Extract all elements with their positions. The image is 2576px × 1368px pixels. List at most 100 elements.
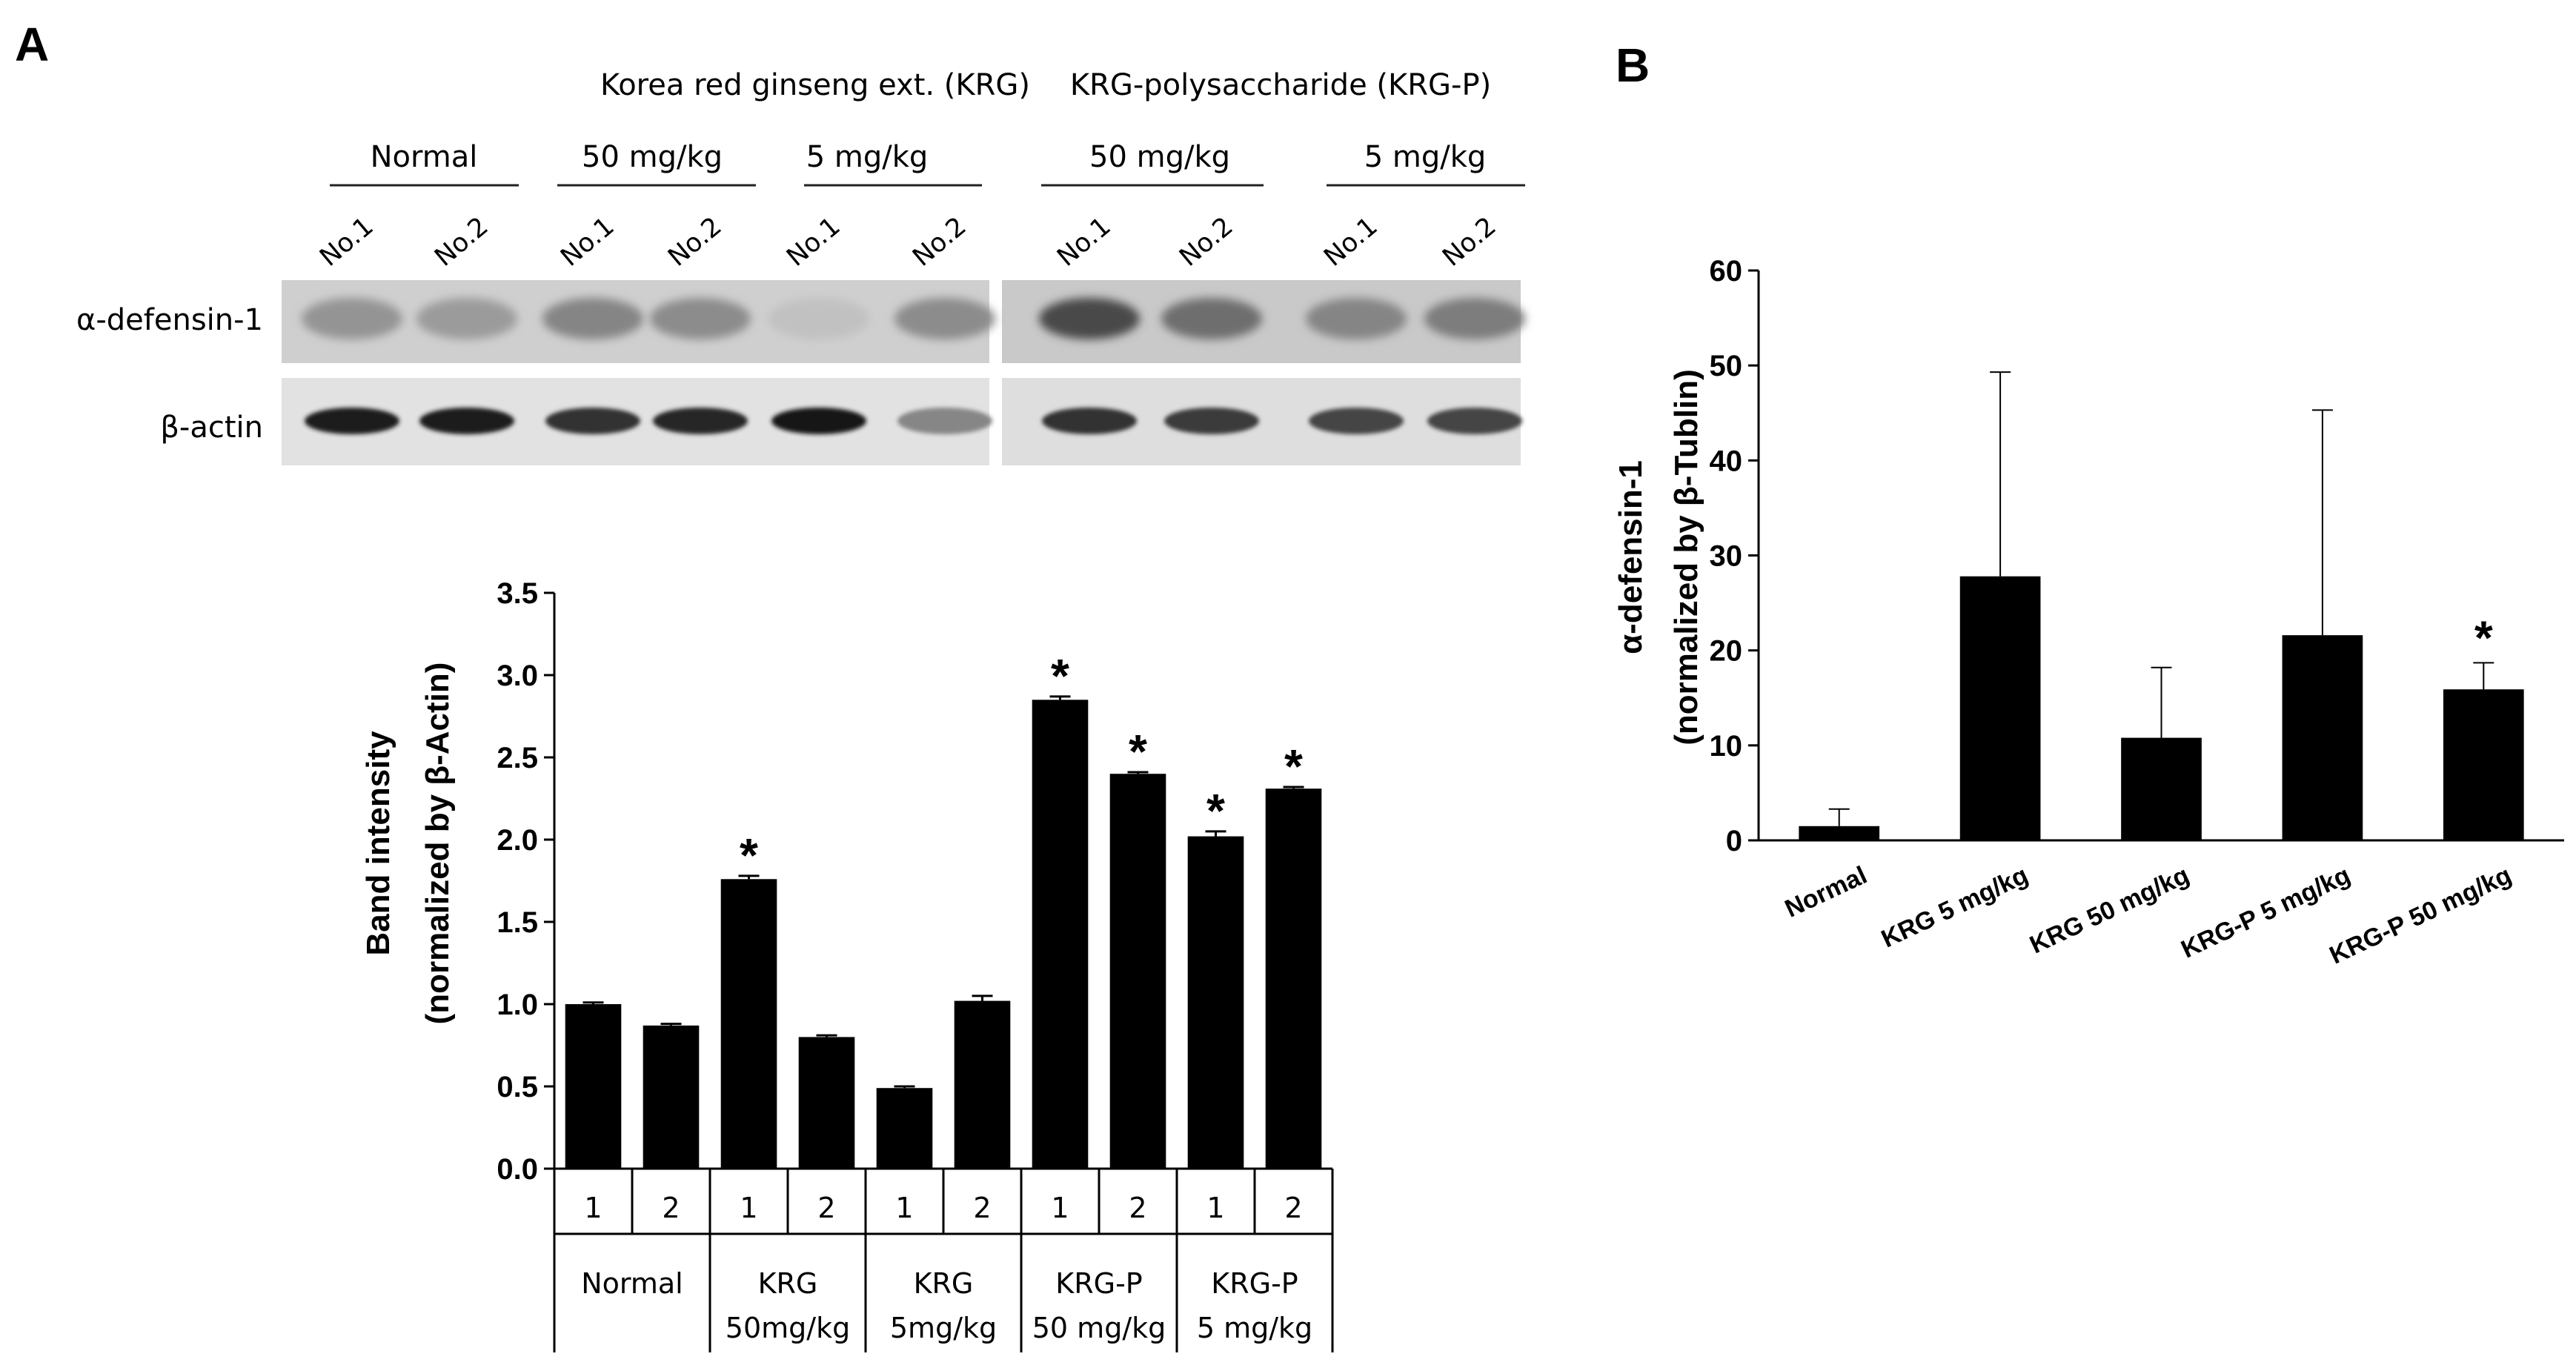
chart-a-bar bbox=[798, 1037, 855, 1169]
chart-a-significance-star: * bbox=[1051, 649, 1069, 703]
chart-a-bar bbox=[1109, 774, 1166, 1169]
chart-a-ylabel-line1: Band intensity bbox=[360, 731, 396, 956]
chart-a-group-label: KRG-P bbox=[1055, 1267, 1142, 1300]
chart-a-sub-label: 2 bbox=[662, 1192, 680, 1224]
chart-a-significance-star: * bbox=[1284, 740, 1303, 793]
blot-lane-label: No.1 bbox=[1318, 211, 1383, 272]
blot-lane-labels: No.1 No.2 No.1 No.2 No.1 No.2 No.1 No.2 No.1 No.2 bbox=[314, 211, 1501, 272]
chart-b-category-label: KRG 5 mg/kg bbox=[1877, 861, 2033, 954]
chart-a-y-tick-label: 2.0 bbox=[497, 824, 538, 857]
chart-a-y-tick-label: 2.5 bbox=[497, 742, 538, 774]
chart-a-group-label: KRG bbox=[758, 1267, 818, 1300]
chart-b-ylabel-line2: (normalized by β-Tublin) bbox=[1668, 369, 1704, 746]
western-blot: Korea red ginseng ext. (KRG) KRG-polysac… bbox=[76, 68, 1525, 465]
chart-a-sub-label: 2 bbox=[1284, 1192, 1302, 1224]
chart-a-labels: 0.0 0.5 1.0 1.5 2.0 2.5 3.0 3.5 1 2 * 1 2 1 2 * 1 * 2 * 1 * 2 N… bbox=[497, 577, 1312, 1344]
chart-b-y-tick-label: 0 bbox=[1726, 825, 1742, 857]
chart-a-bar bbox=[876, 1088, 933, 1169]
chart-b-y-tick-label: 30 bbox=[1710, 540, 1743, 573]
blot-band-actin bbox=[653, 408, 748, 434]
chart-b-y-tick-label: 40 bbox=[1710, 445, 1743, 477]
blot-band-defensin bbox=[1306, 298, 1407, 339]
blot-band-defensin bbox=[302, 298, 402, 339]
blot-row-actin-label: β-actin bbox=[160, 411, 263, 445]
blot-lane-label: No.2 bbox=[429, 211, 494, 272]
blot-lane-label: No.2 bbox=[907, 211, 972, 272]
blot-lane-label: No.1 bbox=[781, 211, 846, 272]
chart-b-category-label: KRG-P 50 mg/kg bbox=[2326, 861, 2516, 970]
chart-a-y-tick-label: 0.5 bbox=[497, 1071, 538, 1103]
blot-dose-label: 50 mg/kg bbox=[1089, 140, 1230, 174]
blot-lane-label: No.1 bbox=[555, 211, 620, 272]
blot-band-actin bbox=[771, 408, 866, 434]
blot-lane-label: No.2 bbox=[663, 211, 727, 272]
chart-b-bar bbox=[2443, 689, 2524, 840]
chart-a-significance-star: * bbox=[1206, 784, 1225, 837]
blot-band-defensin bbox=[894, 298, 995, 339]
chart-a-ylabel-line2: (normalized by β-Actin) bbox=[419, 663, 456, 1025]
blot-band-actin bbox=[419, 408, 514, 434]
blot-band-defensin bbox=[416, 298, 517, 339]
chart-a-group-dose-label: 5 mg/kg bbox=[1197, 1312, 1312, 1344]
chart-a-significance-star: * bbox=[1129, 725, 1147, 778]
chart-a-bar bbox=[1187, 836, 1244, 1169]
chart-b-ylabel-line1: α-defensin-1 bbox=[1613, 460, 1649, 654]
blot-band-defensin bbox=[542, 298, 643, 339]
blot-dose-label: 5 mg/kg bbox=[1364, 140, 1487, 174]
chart-a-group-label: Normal bbox=[581, 1267, 683, 1300]
blot-group-krgp-label: KRG-polysaccharide (KRG-P) bbox=[1070, 68, 1491, 102]
chart-a-significance-star: * bbox=[740, 829, 758, 882]
blot-band-defensin bbox=[1039, 298, 1140, 339]
chart-a-y-tick-label: 1.0 bbox=[497, 989, 538, 1021]
chart-a-group-label: KRG-P bbox=[1211, 1267, 1298, 1300]
chart-b-significance-star: * bbox=[2474, 611, 2493, 664]
blot-band-defensin bbox=[1424, 298, 1525, 339]
blot-lane-label: No.1 bbox=[1052, 211, 1116, 272]
chart-a-bar bbox=[720, 879, 777, 1169]
chart-a-y-tick-label: 3.5 bbox=[497, 577, 538, 610]
chart-a-group-dose-label: 5mg/kg bbox=[890, 1312, 997, 1344]
blot-band-actin bbox=[1164, 408, 1259, 434]
blot-band-defensin bbox=[1161, 298, 1262, 339]
blot-dose-label: 50 mg/kg bbox=[582, 140, 723, 174]
chart-a-group-label: KRG bbox=[914, 1267, 974, 1300]
blot-lane-label: No.2 bbox=[1437, 211, 1501, 272]
chart-a-group-dose-label: 50mg/kg bbox=[726, 1312, 850, 1344]
chart-a-y-tick-label: 3.0 bbox=[497, 660, 538, 692]
chart-a-sub-label: 1 bbox=[1051, 1192, 1069, 1224]
chart-b-bar bbox=[1959, 576, 2041, 840]
chart-b-y-tick-label: 50 bbox=[1710, 350, 1743, 382]
chart-b-bar bbox=[1799, 826, 1880, 840]
blot-band-actin bbox=[1042, 408, 1137, 434]
blot-band-defensin bbox=[769, 298, 869, 339]
blot-row-defensin-label: α-defensin-1 bbox=[76, 303, 263, 337]
chart-a-group-dose-label: 50 mg/kg bbox=[1032, 1312, 1166, 1344]
blot-band-actin bbox=[545, 408, 640, 434]
chart-a-bar bbox=[1032, 700, 1089, 1169]
chart-b-bars bbox=[1799, 371, 2524, 840]
chart-b-bar bbox=[2282, 635, 2363, 840]
chart-a-bars bbox=[565, 695, 1322, 1169]
blot-bands bbox=[302, 298, 1525, 434]
chart-a-sub-label: 1 bbox=[584, 1192, 602, 1224]
blot-band-actin bbox=[305, 408, 399, 434]
chart-a: 0.0 0.5 1.0 1.5 2.0 2.5 3.0 3.5 1 2 * 1 2 1 2 * 1 * 2 * 1 * 2 N… bbox=[360, 577, 1334, 1352]
blot-band-actin bbox=[1427, 408, 1522, 434]
chart-a-sub-label: 2 bbox=[817, 1192, 835, 1224]
chart-a-sub-label: 1 bbox=[740, 1192, 757, 1224]
chart-a-bar bbox=[1265, 788, 1322, 1169]
chart-a-bar bbox=[565, 1004, 622, 1169]
chart-b-category-label: KRG 50 mg/kg bbox=[2025, 861, 2194, 960]
chart-a-sub-label: 1 bbox=[1206, 1192, 1224, 1224]
chart-a-y-tick-label: 0.0 bbox=[497, 1153, 538, 1186]
chart-b-bar bbox=[2121, 737, 2202, 840]
blot-band-actin bbox=[897, 408, 992, 434]
blot-dose-label: Normal bbox=[371, 140, 478, 174]
chart-b-y-tick-label: 20 bbox=[1710, 635, 1743, 668]
chart-a-y-tick-label: 1.5 bbox=[497, 906, 538, 939]
blot-dose-labels: Normal 50 mg/kg 5 mg/kg 50 mg/kg 5 mg/kg bbox=[330, 140, 1525, 187]
panel-a-label: A bbox=[15, 18, 49, 71]
